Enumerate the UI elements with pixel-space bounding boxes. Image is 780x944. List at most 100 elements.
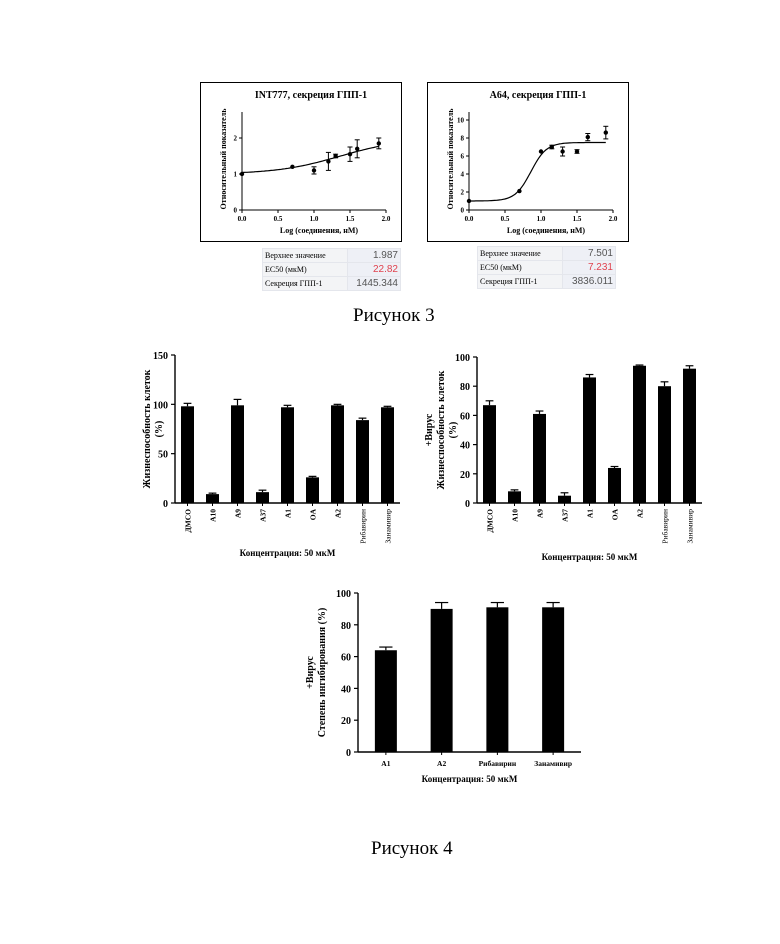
y-tick-label: 0 — [234, 207, 238, 215]
y-tick-label: 0 — [465, 499, 470, 510]
data-point — [550, 145, 554, 149]
x-tick-label: ДМСО — [486, 509, 495, 533]
x-tick-label: A1 — [381, 759, 390, 768]
y-tick-label: 60 — [341, 653, 351, 664]
x-axis-label: Концентрация: 50 мкМ — [422, 774, 518, 784]
bar — [483, 405, 496, 503]
table-label: Верхнее значение — [478, 247, 563, 261]
y-axis-label: Относительный показатель — [446, 108, 455, 210]
y-tick-label: 8 — [461, 135, 465, 143]
y-tick-label: 40 — [460, 441, 470, 452]
x-axis-label: Концентрация: 50 мкМ — [240, 548, 336, 558]
x-tick-label: 0.0 — [465, 215, 474, 223]
y-tick-label: 80 — [460, 382, 470, 393]
fig3-table-int777: Верхнее значение1.987 EC50 (мкМ)22.82 Се… — [262, 248, 401, 291]
x-axis-label: Log (соединения, нМ) — [280, 226, 359, 235]
table-value: 1445.344 — [348, 277, 401, 291]
table-value: 22.82 — [348, 263, 401, 277]
y-axis-label: Степень ингибирования (%) — [317, 608, 328, 738]
x-tick-label: 1.5 — [573, 215, 582, 223]
data-point — [575, 149, 579, 153]
y-tick-label: 20 — [460, 470, 470, 481]
y-tick-label: 80 — [341, 621, 351, 632]
x-tick-label: 1.0 — [537, 215, 546, 223]
bar — [356, 420, 369, 503]
data-point — [312, 168, 316, 172]
table-value: 7.231 — [563, 261, 616, 275]
data-point — [560, 149, 564, 153]
x-tick-label: Рибавирин — [359, 509, 368, 544]
chart-title: INT777, секреция ГПП-1 — [255, 90, 367, 101]
y-tick-label: 1 — [234, 171, 238, 179]
data-point — [377, 141, 381, 145]
y-axis-label: (%) — [154, 421, 165, 438]
y-tick-label: 2 — [234, 135, 238, 143]
y-tick-label: 50 — [158, 450, 168, 461]
x-tick-label: OA — [611, 508, 620, 520]
table-label: EC50 (мкМ) — [263, 263, 348, 277]
table-label: Секреция ГПП-1 — [478, 275, 563, 289]
data-point — [240, 172, 244, 176]
x-tick-label: A37 — [259, 509, 268, 522]
table-label: Верхнее значение — [263, 249, 348, 263]
x-tick-label: Рибавирин — [661, 509, 670, 544]
bar — [206, 494, 219, 503]
x-tick-label: A9 — [536, 509, 545, 518]
x-tick-label: A1 — [284, 509, 293, 518]
x-axis-label: Концентрация: 50 мкМ — [542, 552, 638, 562]
bar — [583, 377, 596, 503]
x-tick-label: 2.0 — [382, 215, 391, 223]
x-tick-label: Занамивир — [686, 509, 695, 544]
data-point — [333, 154, 337, 158]
bar — [608, 468, 621, 503]
y-tick-label: 100 — [153, 400, 168, 411]
data-point — [604, 130, 608, 134]
table-value: 1.987 — [348, 249, 401, 263]
y-tick-label: 2 — [461, 189, 465, 197]
y-axis-label: Жизнеспособность клеток — [142, 369, 153, 488]
x-tick-label: OA — [309, 508, 318, 520]
x-tick-label: Занамивир — [534, 759, 572, 768]
table-value: 3836.011 — [563, 275, 616, 289]
data-point — [467, 199, 471, 203]
bar — [331, 405, 344, 503]
y-tick-label: 100 — [455, 353, 470, 364]
data-point — [586, 135, 590, 139]
table-label: Секреция ГПП-1 — [263, 277, 348, 291]
bar — [633, 366, 646, 503]
bar — [306, 477, 319, 503]
y-tick-label: 60 — [460, 411, 470, 422]
x-tick-label: 1.5 — [346, 215, 355, 223]
y-tick-label: 0 — [346, 748, 351, 759]
x-tick-label: 1.0 — [310, 215, 319, 223]
x-tick-label: Занамивир — [384, 509, 393, 544]
data-point — [290, 165, 294, 169]
chart-title: A64, секреция ГПП-1 — [490, 90, 587, 101]
table-value: 7.501 — [563, 247, 616, 261]
bar — [375, 650, 397, 752]
x-tick-label: A2 — [334, 509, 343, 518]
figure3-caption: Рисунок 3 — [353, 305, 435, 327]
data-point — [348, 152, 352, 156]
table-label: EC50 (мкМ) — [478, 261, 563, 275]
x-tick-label: A1 — [586, 509, 595, 518]
bar — [658, 386, 671, 503]
fig3-chart-int777: INT777, секреция ГПП-10.00.51.01.52.0012… — [200, 82, 402, 242]
panel-frame — [201, 83, 402, 242]
bar — [431, 609, 453, 752]
bar — [486, 607, 508, 752]
data-point — [539, 149, 543, 153]
x-axis-label: Log (соединения, нМ) — [507, 226, 586, 235]
figure4-caption: Рисунок 4 — [371, 838, 453, 860]
y-tick-label: 4 — [461, 171, 465, 179]
data-point — [517, 189, 521, 193]
x-tick-label: A2 — [636, 509, 645, 518]
x-tick-label: A37 — [561, 509, 570, 522]
data-point — [326, 159, 330, 163]
x-tick-label: Рибавирин — [479, 759, 517, 768]
y-tick-label: 20 — [341, 716, 351, 727]
bar — [533, 414, 546, 503]
fig4-chart-viability: 050100150ДМСОA10A9A37A1OAA2РибавиринЗана… — [132, 340, 412, 570]
y-axis-label: +Вирус — [424, 413, 435, 446]
x-tick-label: A10 — [511, 509, 520, 522]
